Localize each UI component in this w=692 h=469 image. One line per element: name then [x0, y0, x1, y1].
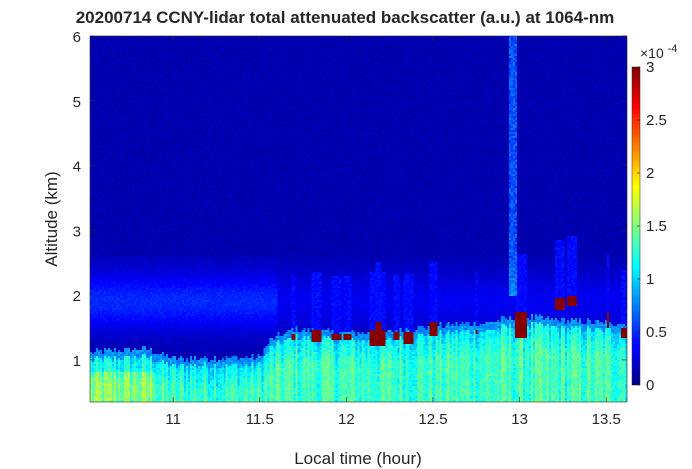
- y-tick-label: 6: [73, 29, 81, 46]
- y-tick-label: 1: [73, 353, 81, 370]
- y-tick-label: 2: [73, 288, 81, 305]
- y-tick-label: 4: [73, 159, 81, 176]
- colorbar-tick-label: 1.5: [646, 218, 667, 235]
- x-tick-label: 13.5: [592, 411, 621, 428]
- x-axis-label: Local time (hour): [294, 449, 422, 468]
- colorbar-exponent: ×10 -4: [640, 43, 677, 61]
- x-axis-ticks: 11 11.5 12 12.5 13 13.5: [165, 36, 621, 428]
- backscatter-heatmap: [90, 36, 627, 402]
- colorbar-tick-label: 2.5: [646, 112, 667, 129]
- chart-title: 20200714 CCNY-lidar total attenuated bac…: [76, 8, 615, 27]
- colorbar-tick-label: 1: [646, 271, 654, 288]
- heatmap-area: [90, 36, 627, 402]
- y-axis-ticks: 1 2 3 4 5 6: [73, 29, 627, 370]
- x-tick-label: 11.5: [246, 411, 274, 428]
- y-axis-label: Altitude (km): [42, 171, 61, 266]
- colorbar-tick-label: 3: [646, 59, 654, 76]
- x-tick-label: 11: [165, 411, 181, 428]
- y-tick-label: 5: [73, 94, 81, 111]
- x-tick-label: 13: [511, 411, 528, 428]
- plot-frame: [89, 35, 628, 403]
- colorbar-tick-label: 0.5: [646, 324, 667, 341]
- x-tick-label: 12.5: [418, 411, 447, 428]
- colorbar-exponent-base: ×10: [640, 45, 664, 61]
- colorbar-exponent-power: -4: [668, 43, 678, 55]
- x-tick-label: 12: [338, 411, 355, 428]
- colorbar-ticks: 0 0.5 1 1.5 2 2.5 3: [637, 59, 667, 394]
- colorbar-tick-label: 0: [646, 377, 654, 394]
- y-tick-label: 3: [73, 223, 81, 240]
- colorbar-tick-label: 2: [646, 165, 654, 182]
